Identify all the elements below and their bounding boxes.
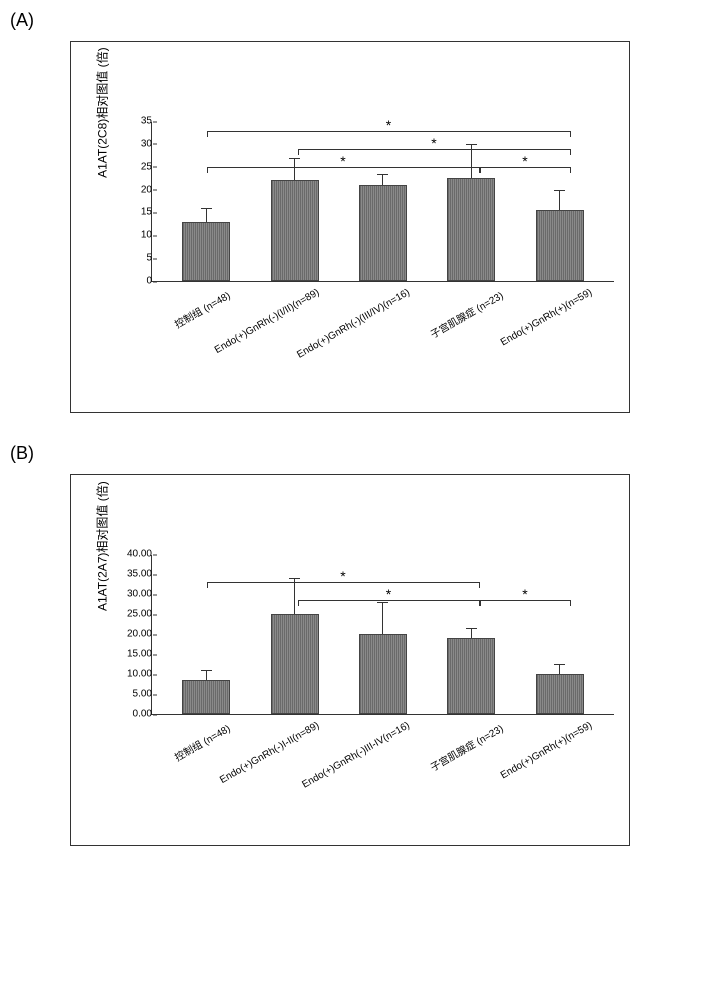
error-bar [206,208,207,222]
bar [359,185,407,281]
bar-group [271,578,319,714]
bar [536,674,584,714]
y-tick: 0.00 [117,709,152,720]
y-tick: 40.00 [117,549,152,560]
x-label: Endo(+)GnRh(+)(n=59) [499,720,594,781]
chart-a: **** A1AT(2C8)相对图值 (倍) 05101520253035 控制… [70,41,630,413]
y-tick: 35.00 [117,569,152,580]
error-bar [206,670,207,680]
error-bar [294,158,295,181]
error-bar [559,190,560,211]
y-tick: 30 [117,138,152,149]
error-bar [382,602,383,634]
bar [182,222,230,281]
bar-group [271,158,319,281]
bar [271,180,319,281]
chart-a-area: **** A1AT(2C8)相对图值 (倍) 05101520253035 控制… [86,122,614,402]
bar [447,638,495,714]
y-axis-label-a: A1AT(2C8)相对图值 (倍) [94,47,111,177]
y-tick: 25 [117,161,152,172]
x-label: Endo(+)GnRh(-)I-II(n=89) [218,720,321,786]
y-tick: 5 [117,253,152,264]
x-label: Endo(+)GnRh(+)(n=59) [499,287,594,348]
x-label: 子宫肌腺症 (n=23) [427,287,505,341]
error-bar [471,628,472,638]
y-axis-label-b: A1AT(2A7)相对图值 (倍) [94,481,111,611]
x-label: 控制组 (n=48) [171,287,232,331]
y-tick: 10.00 [117,669,152,680]
bar-group [536,190,584,281]
bar [536,210,584,281]
x-labels-b: 控制组 (n=48)Endo(+)GnRh(-)I-II(n=89)Endo(+… [151,715,614,775]
bar-group [359,174,407,281]
y-tick: 15.00 [117,649,152,660]
y-tick: 5.00 [117,689,152,700]
y-ticks-b: 0.005.0010.0015.0020.0025.0030.0035.0040… [117,555,152,714]
bar-group [359,602,407,714]
bar-group [536,664,584,714]
bar-group [182,208,230,281]
bar [359,634,407,714]
error-bar [559,664,560,674]
chart-b: *** A1AT(2A7)相对图值 (倍) 0.005.0010.0015.00… [70,474,630,846]
panel-b-label: (B) [10,443,661,464]
y-tick: 25.00 [117,609,152,620]
bar-group [447,144,495,281]
y-tick: 10 [117,230,152,241]
y-tick: 20 [117,184,152,195]
plot-region-b: A1AT(2A7)相对图值 (倍) 0.005.0010.0015.0020.0… [151,555,614,715]
bars-b [152,555,614,714]
bar [182,680,230,714]
bar-group [182,670,230,714]
y-tick: 20.00 [117,629,152,640]
chart-b-area: *** A1AT(2A7)相对图值 (倍) 0.005.0010.0015.00… [86,555,614,835]
y-tick: 30.00 [117,589,152,600]
y-ticks-a: 05101520253035 [117,122,152,281]
bar [447,178,495,281]
plot-region-a: A1AT(2C8)相对图值 (倍) 05101520253035 [151,122,614,282]
bars-a [152,122,614,281]
error-bar [382,174,383,185]
panel-a-label: (A) [10,10,661,31]
x-label: 控制组 (n=48) [171,720,232,764]
y-tick: 0 [117,276,152,287]
error-bar [294,578,295,614]
bar-group [447,628,495,714]
bar [271,614,319,714]
x-labels-a: 控制组 (n=48)Endo(+)GnRh(-)(I/II)(n=89)Endo… [151,282,614,342]
y-tick: 15 [117,207,152,218]
error-bar [471,144,472,178]
x-label: 子宫肌腺症 (n=23) [427,720,505,774]
y-tick: 35 [117,116,152,127]
